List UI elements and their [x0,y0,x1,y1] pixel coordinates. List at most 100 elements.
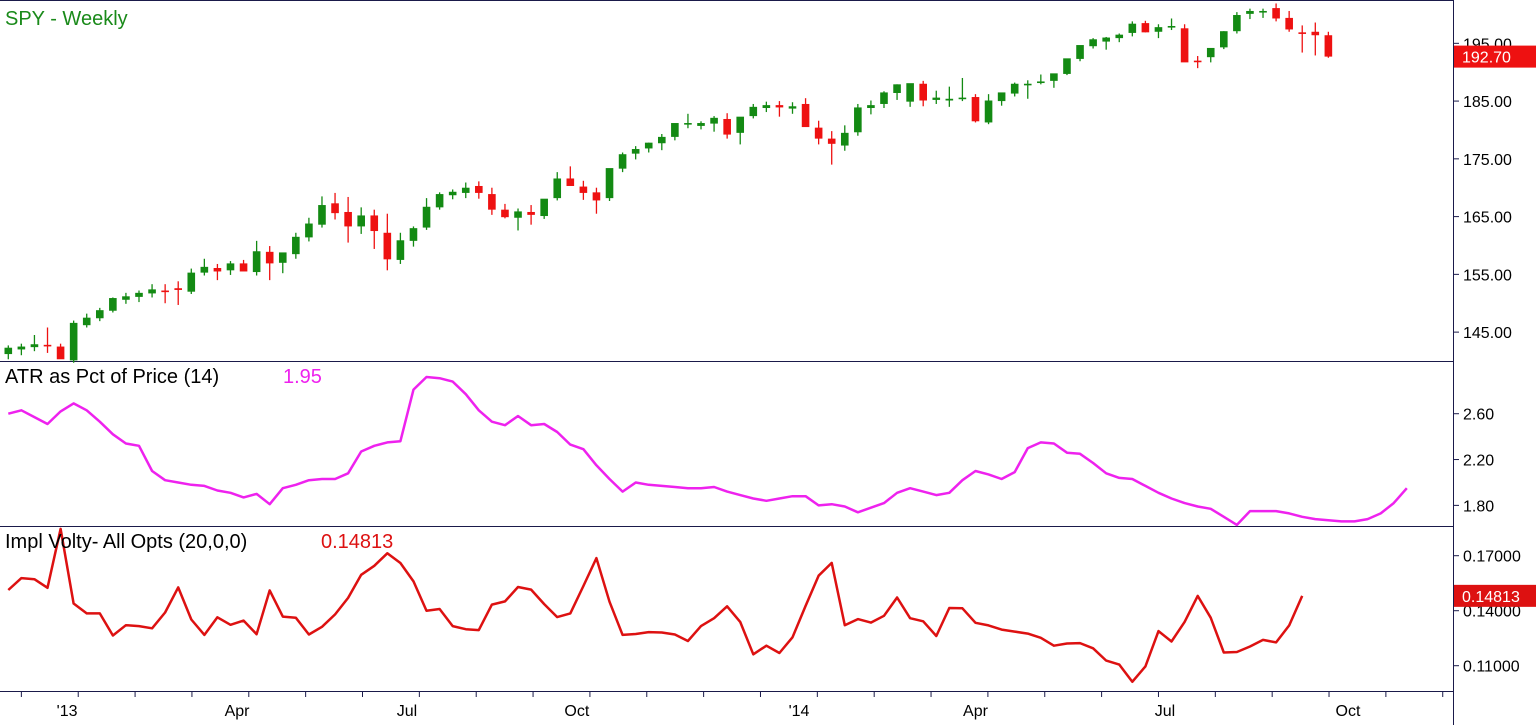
candle-body [461,187,470,193]
candle [82,313,91,328]
candle [906,83,914,107]
candle [919,80,927,107]
candle-body [435,194,444,208]
iv-last-tag-bg [1454,584,1536,607]
candle [1141,20,1150,33]
candle [370,209,379,249]
candle-body [1180,28,1189,63]
candle-body [579,186,588,193]
last-value-tags: 192.70 0.14813 [1454,45,1536,607]
candle-body [814,127,823,139]
candle-body [1023,83,1032,86]
candle [710,116,718,132]
y-tick-label: 0.11000 [1463,659,1520,676]
x-tick-label: Jul [397,703,417,720]
candle-body [501,209,509,218]
candle [318,196,326,228]
candle [1259,8,1267,18]
iv-last-tag-label: 0.14813 [1462,589,1520,606]
candle [1285,10,1293,32]
candle [1050,73,1058,88]
candle-body [514,211,522,218]
y-axis-ticks: 145.00155.00165.00175.00185.00195.001.80… [1453,36,1521,676]
candle [331,192,339,220]
candle-body [1102,37,1110,42]
candle [1246,8,1254,20]
x-tick-label: '13 [57,703,78,720]
candle-body [200,266,209,273]
atr-series-line [7,375,1408,527]
candle-body [906,83,914,102]
candle-body [135,292,143,297]
candle [1193,56,1202,69]
candle-body [553,178,562,199]
candle-body [997,92,1006,102]
candle-body [1115,34,1124,39]
candle-body [69,322,78,361]
candle [1272,3,1280,22]
candle-body [566,178,575,186]
y-tick-label: 0.17000 [1463,549,1521,566]
candle [893,84,901,100]
y-tick-label: 2.60 [1463,407,1494,424]
candle [631,146,640,160]
candle [697,121,705,130]
candle-body [1233,15,1241,32]
candle-body [239,263,248,272]
candle-body [971,97,980,122]
candle [17,343,26,356]
candle-body [1246,10,1254,14]
candle-body [1037,81,1045,84]
candle [540,198,548,219]
candle [344,196,352,243]
candle [880,91,888,109]
candle [1023,80,1032,99]
candle [187,268,196,294]
candle [566,166,575,186]
candle [4,345,13,360]
candle-body [1206,47,1215,58]
candle [200,258,209,276]
candle-body [187,272,196,292]
candle-body [854,107,862,133]
candle [461,182,470,199]
candle-body [958,97,967,100]
candle-body [1089,39,1097,47]
candle-body [867,105,875,109]
candle-body [762,105,771,109]
candle-body [840,132,849,146]
candle-body [148,289,156,294]
candle-body [1324,35,1333,57]
candle [1089,38,1097,49]
candle-body [984,100,993,123]
candle-body [488,194,496,210]
candle-body [213,268,222,272]
candle-body [1141,23,1150,33]
candle [605,168,614,202]
candle-body [893,84,901,93]
candle [945,86,954,107]
candle [723,113,731,139]
candle [514,208,522,231]
candle [501,203,509,219]
candle-body [265,251,274,264]
candle-body [318,205,326,225]
candle-body [1128,23,1137,33]
candle [135,290,143,303]
candle [592,187,601,214]
candle [422,198,431,230]
y-tick-label: 175.00 [1463,152,1512,169]
candle-body [723,118,731,135]
candle [265,246,274,281]
candle [1037,74,1045,85]
candle [958,77,967,102]
candle [867,100,875,115]
candle [1154,24,1163,39]
candle [448,189,457,200]
candle-body [475,185,483,193]
candle-body [605,168,614,199]
candle-body [644,142,653,149]
candle-body [226,263,235,271]
candle [109,297,117,313]
